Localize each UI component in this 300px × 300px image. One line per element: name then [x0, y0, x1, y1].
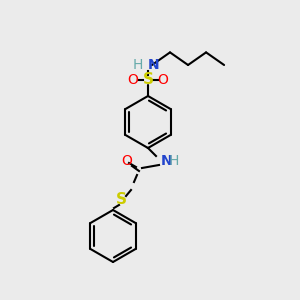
Text: O: O — [122, 154, 132, 168]
Text: S: S — [116, 193, 127, 208]
Text: O: O — [158, 73, 168, 87]
Text: S: S — [142, 73, 154, 88]
Text: O: O — [128, 73, 138, 87]
Text: N: N — [161, 154, 172, 168]
Text: N: N — [148, 58, 160, 72]
Text: H: H — [133, 58, 143, 72]
Text: H: H — [169, 154, 179, 168]
